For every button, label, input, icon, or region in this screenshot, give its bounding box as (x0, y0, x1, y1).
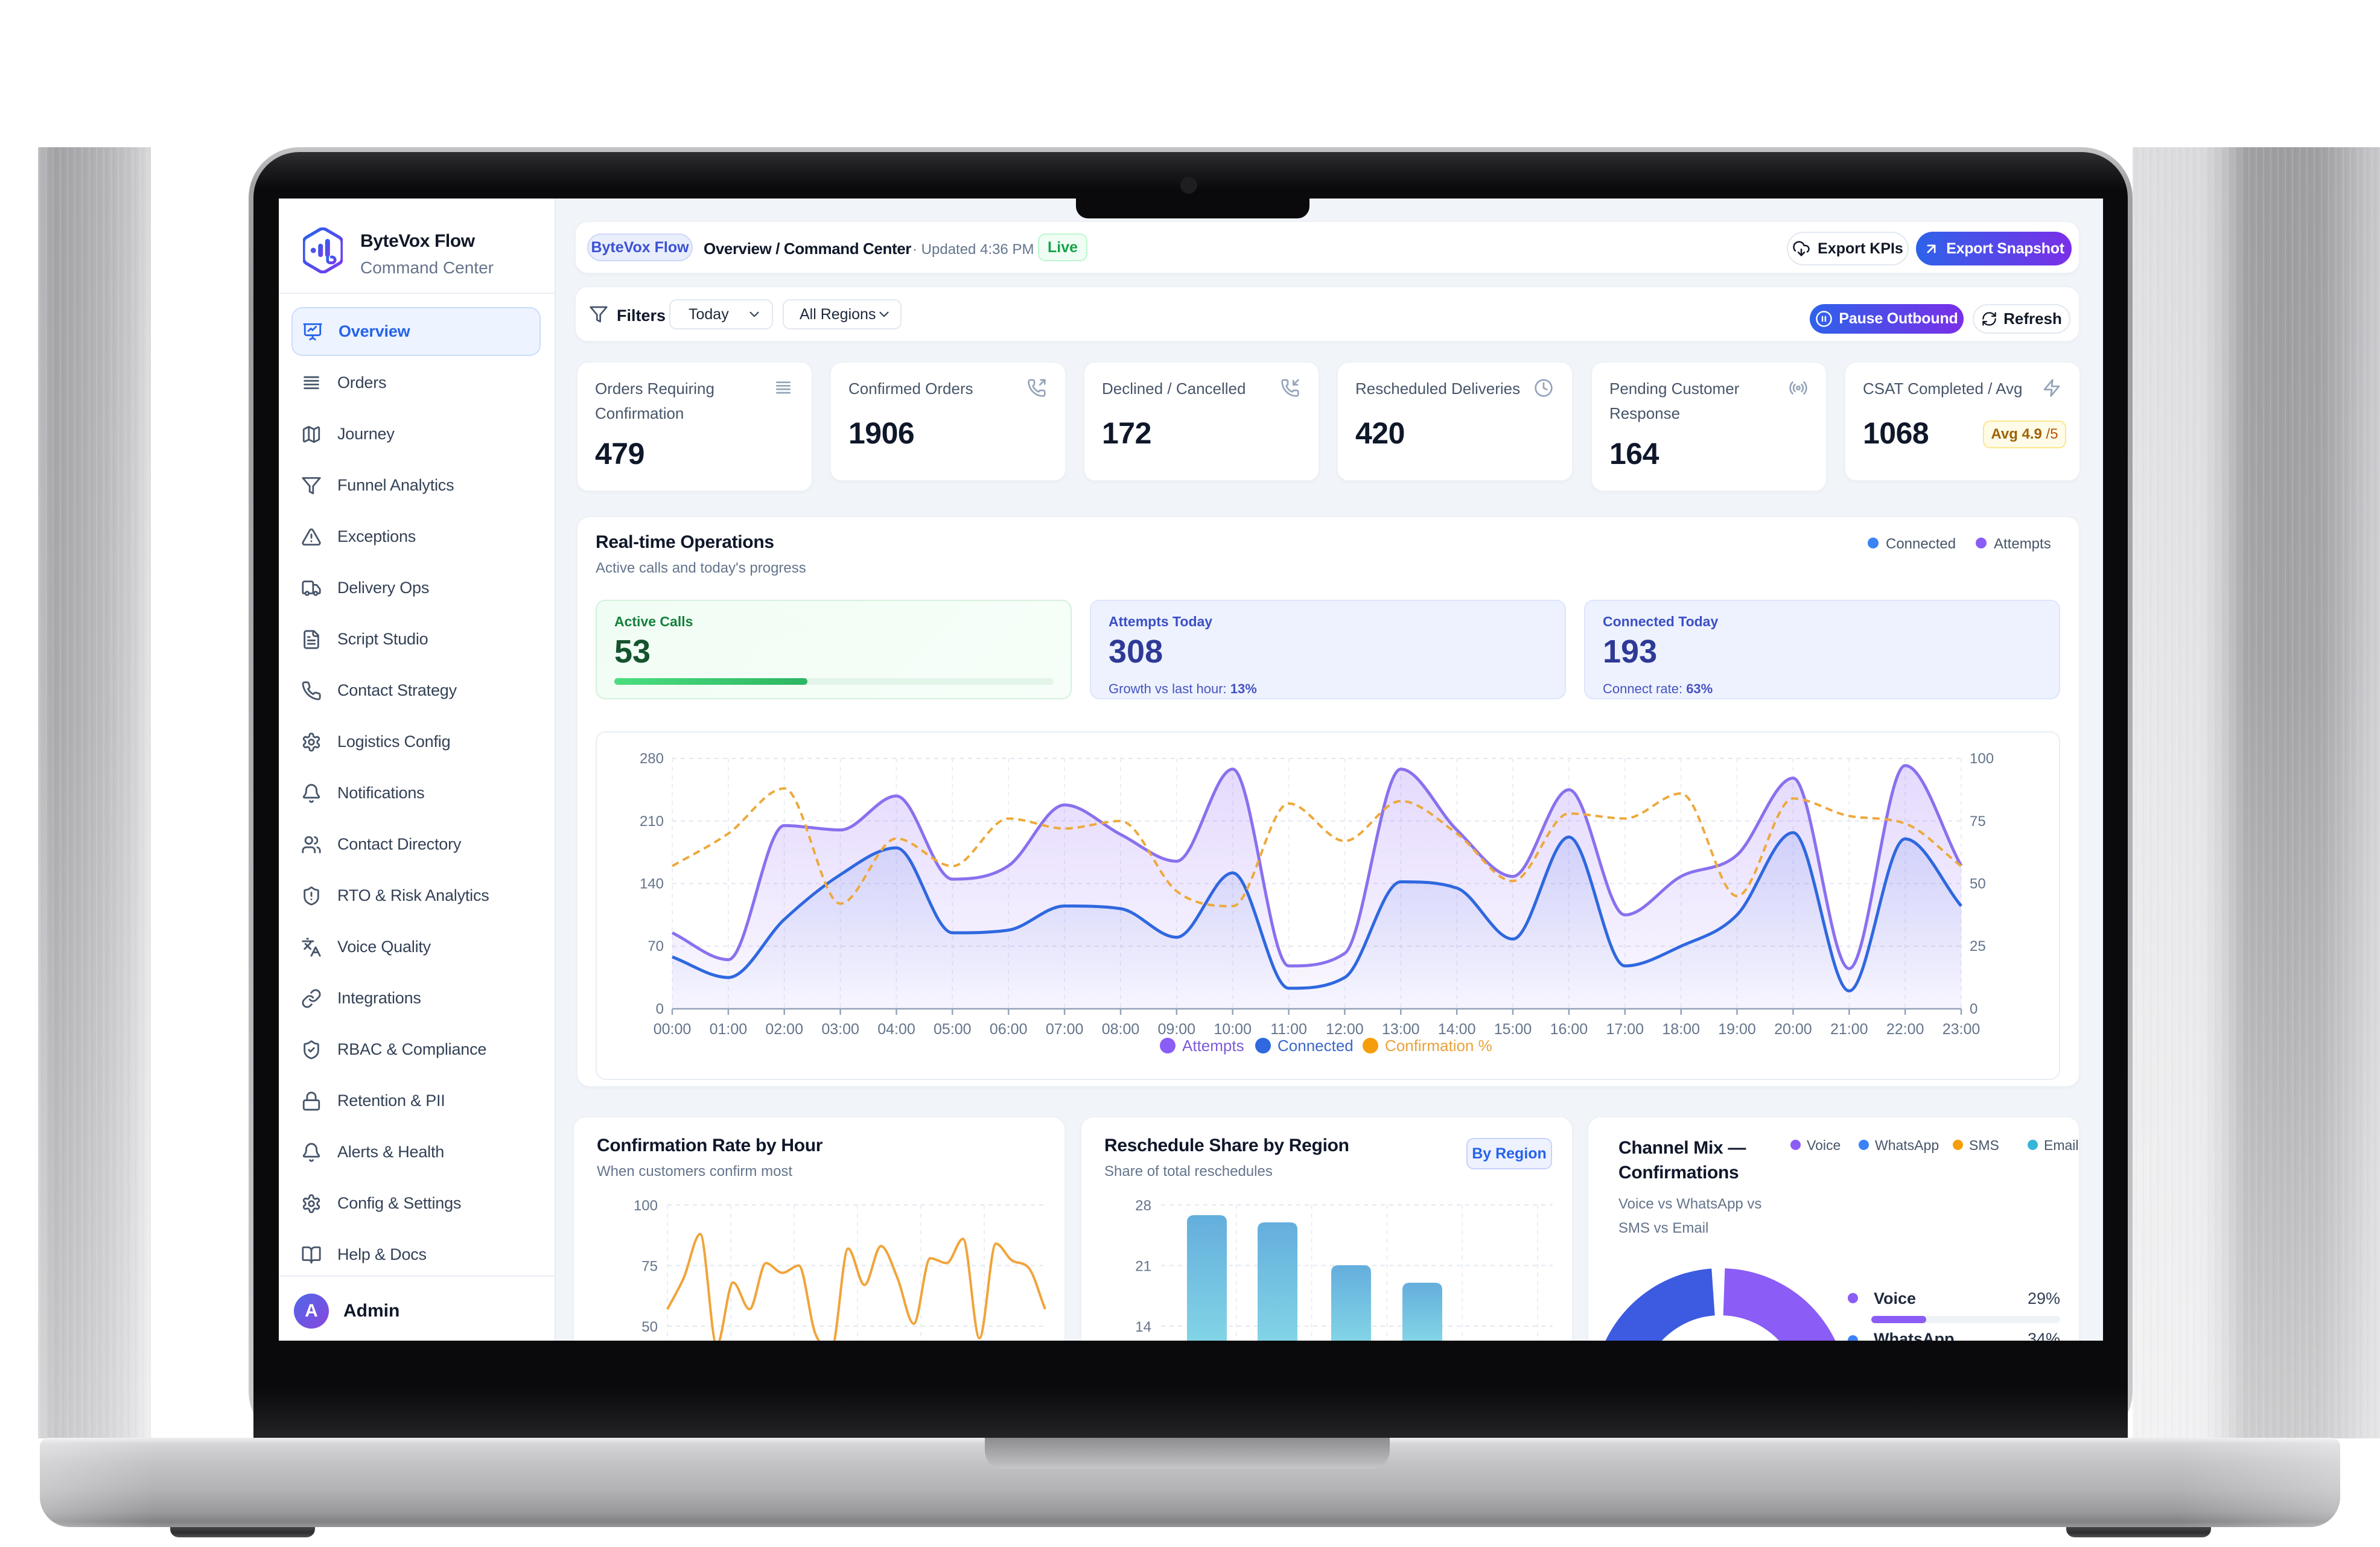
svg-text:50: 50 (641, 1319, 658, 1335)
svg-text:13:00: 13:00 (1382, 1021, 1420, 1038)
svg-text:140: 140 (640, 876, 664, 892)
svg-text:100: 100 (1970, 751, 1994, 767)
svg-text:17:00: 17:00 (1606, 1021, 1644, 1038)
svg-text:15:00: 15:00 (1494, 1021, 1532, 1038)
svg-text:14:00: 14:00 (1438, 1021, 1476, 1038)
svg-text:22:00: 22:00 (1886, 1021, 1924, 1038)
svg-text:Attempts: Attempts (1182, 1037, 1244, 1055)
svg-text:06:00: 06:00 (990, 1021, 1028, 1038)
svg-text:16:00: 16:00 (1550, 1021, 1588, 1038)
svg-text:23:00: 23:00 (1942, 1021, 1981, 1038)
svg-text:05:00: 05:00 (934, 1021, 972, 1038)
svg-text:08:00: 08:00 (1102, 1021, 1140, 1038)
svg-text:02:00: 02:00 (765, 1021, 803, 1038)
svg-text:50: 50 (1970, 876, 1986, 892)
svg-text:00:00: 00:00 (654, 1021, 692, 1038)
svg-text:03:00: 03:00 (821, 1021, 859, 1038)
svg-text:100: 100 (634, 1198, 658, 1214)
svg-text:14: 14 (1135, 1319, 1151, 1335)
svg-text:0: 0 (1970, 1001, 1978, 1017)
svg-text:04:00: 04:00 (877, 1021, 915, 1038)
svg-text:01:00: 01:00 (710, 1021, 748, 1038)
svg-text:21:00: 21:00 (1830, 1021, 1868, 1038)
svg-text:0: 0 (656, 1001, 664, 1017)
svg-text:18:00: 18:00 (1662, 1021, 1700, 1038)
svg-text:75: 75 (1970, 813, 1986, 830)
svg-text:07:00: 07:00 (1046, 1021, 1084, 1038)
svg-text:12:00: 12:00 (1326, 1021, 1364, 1038)
svg-text:280: 280 (640, 751, 664, 767)
svg-text:09:00: 09:00 (1158, 1021, 1196, 1038)
svg-text:Connected: Connected (1278, 1037, 1354, 1055)
svg-text:20:00: 20:00 (1774, 1021, 1812, 1038)
svg-text:28: 28 (1135, 1198, 1151, 1214)
svg-text:70: 70 (648, 938, 664, 955)
svg-text:10:00: 10:00 (1214, 1021, 1252, 1038)
svg-text:Confirmation %: Confirmation % (1385, 1037, 1492, 1055)
svg-text:19:00: 19:00 (1718, 1021, 1756, 1038)
svg-text:210: 210 (640, 813, 664, 830)
svg-text:11:00: 11:00 (1270, 1021, 1307, 1038)
svg-text:21: 21 (1135, 1259, 1151, 1275)
svg-text:75: 75 (641, 1259, 658, 1275)
svg-text:25: 25 (1970, 938, 1986, 955)
